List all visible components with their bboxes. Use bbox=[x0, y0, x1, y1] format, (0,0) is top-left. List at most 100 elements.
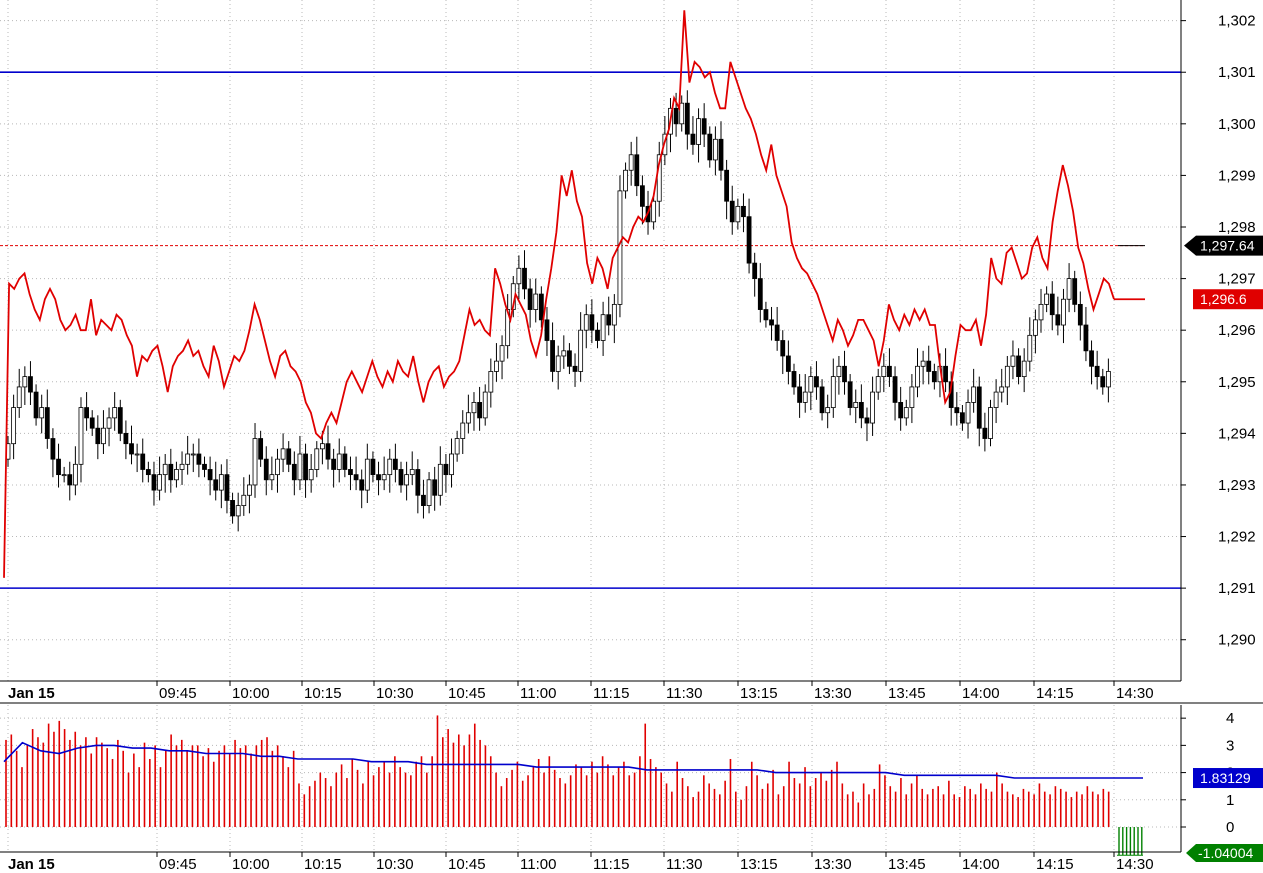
candle-body bbox=[494, 360, 499, 372]
indicator-x-tick-label: 13:15 bbox=[740, 856, 778, 873]
candle-body bbox=[993, 391, 999, 408]
candle-body bbox=[684, 102, 690, 135]
candle-body bbox=[207, 469, 213, 481]
candle-body bbox=[1033, 319, 1038, 336]
candle-body bbox=[1016, 355, 1021, 378]
candle-body bbox=[477, 402, 482, 419]
candle-body bbox=[842, 365, 847, 383]
price-y-tick-label: 1,296 bbox=[1218, 322, 1256, 339]
candle-body bbox=[454, 438, 460, 455]
candle-body bbox=[808, 376, 814, 393]
indicator-average-series bbox=[3, 741, 1143, 779]
candle-body bbox=[830, 376, 836, 408]
candle-body bbox=[701, 118, 707, 135]
indicator-grid bbox=[0, 705, 1181, 852]
candle-body bbox=[269, 474, 275, 481]
candle-body bbox=[213, 479, 219, 491]
price-x-tick-label: 11:00 bbox=[520, 685, 556, 702]
indicator-average-line bbox=[3, 741, 1143, 779]
candle-body bbox=[735, 205, 741, 223]
candle-body bbox=[634, 154, 640, 187]
candle-body bbox=[774, 324, 780, 341]
candle-body bbox=[999, 386, 1005, 393]
indicator-x-tick-label: 14:30 bbox=[1116, 856, 1154, 873]
candle-body bbox=[988, 407, 993, 439]
candle-body bbox=[482, 391, 488, 419]
candle-body bbox=[392, 458, 398, 470]
candle-body bbox=[499, 345, 505, 362]
price-x-tick-label: 14:00 bbox=[962, 685, 1000, 702]
red-line-series bbox=[3, 10, 1115, 578]
price-y-tick-label: 1,301 bbox=[1218, 64, 1256, 81]
candle-body bbox=[78, 407, 84, 465]
candle-body bbox=[33, 391, 39, 419]
candle-body bbox=[943, 365, 948, 383]
candle-body bbox=[224, 474, 230, 501]
candle-body bbox=[898, 402, 904, 419]
candle-body bbox=[712, 138, 718, 161]
price-y-tick-label: 1,295 bbox=[1218, 374, 1256, 391]
candle-body bbox=[297, 453, 303, 481]
price-x-tick-label: 11:15 bbox=[593, 685, 629, 702]
candle-body bbox=[550, 340, 555, 372]
candle-body bbox=[673, 107, 679, 125]
price-y-tick-label: 1,292 bbox=[1218, 529, 1256, 546]
candle-body bbox=[718, 138, 724, 171]
indicator-negative-badge-label: -1.04004 bbox=[1198, 845, 1253, 861]
candle-body bbox=[61, 474, 67, 477]
candle-body bbox=[1044, 293, 1050, 305]
candle-body bbox=[258, 438, 264, 460]
price-candles bbox=[5, 90, 1111, 532]
indicator-x-tick-label: 11:15 bbox=[593, 856, 629, 873]
indicator-value-badge-label: 1.83129 bbox=[1200, 770, 1251, 786]
indicator-x-tick-label: 10:30 bbox=[376, 856, 414, 873]
candle-body bbox=[847, 381, 853, 408]
price-x-tick-label: 10:00 bbox=[232, 685, 270, 702]
candle-body bbox=[864, 417, 870, 424]
indicator-x-tick-label: 13:45 bbox=[888, 856, 926, 873]
candle-body bbox=[336, 453, 342, 470]
candle-body bbox=[1038, 303, 1044, 321]
candle-body bbox=[145, 469, 151, 476]
last-price-badge bbox=[1184, 235, 1263, 256]
candle-body bbox=[757, 278, 763, 310]
indicator-x-tick-label: 11:30 bbox=[666, 856, 702, 873]
last-price-badge-label: 1,297.64 bbox=[1200, 238, 1255, 254]
indicator-negative-badge bbox=[1186, 844, 1263, 862]
candle-body bbox=[1083, 324, 1089, 352]
candle-body bbox=[157, 474, 162, 491]
price-x-tick-label: 10:45 bbox=[448, 685, 486, 702]
candle-body bbox=[275, 458, 280, 476]
indicator-badges: 1.83129 -1.04004 bbox=[1186, 768, 1263, 862]
candle-body bbox=[611, 303, 617, 326]
candle-body bbox=[589, 314, 595, 331]
price-panel[interactable]: 1,290 1,291 1,292 1,293 1,294 1,295 1,296 1,297… bbox=[0, 0, 1263, 704]
candle-body bbox=[1077, 303, 1083, 326]
candle-body bbox=[162, 463, 168, 476]
candle-body bbox=[1055, 314, 1061, 326]
indicator-bars bbox=[5, 715, 1143, 856]
candle-body bbox=[696, 118, 701, 145]
candle-body bbox=[926, 360, 932, 372]
candle-body bbox=[359, 479, 365, 491]
candle-body bbox=[342, 453, 348, 470]
indicator-panel[interactable]: 01234 Jan 1509:4510:0010:1510:3010:4511:… bbox=[0, 705, 1263, 873]
candle-body bbox=[196, 453, 202, 465]
candle-body bbox=[202, 463, 207, 470]
candle-body bbox=[544, 319, 550, 341]
price-y-tick-label: 1,290 bbox=[1218, 632, 1256, 649]
candle-body bbox=[1072, 278, 1078, 305]
candle-body bbox=[741, 205, 746, 218]
candle-body bbox=[348, 469, 353, 476]
candle-body bbox=[797, 386, 803, 403]
candle-body bbox=[280, 448, 286, 460]
candle-body bbox=[1094, 365, 1100, 378]
candle-body bbox=[600, 314, 606, 341]
candle-body bbox=[870, 391, 875, 424]
candle-body bbox=[471, 402, 477, 414]
candle-body bbox=[679, 102, 685, 125]
candle-body bbox=[875, 376, 881, 393]
candle-body bbox=[291, 463, 297, 481]
candle-body bbox=[561, 350, 567, 357]
